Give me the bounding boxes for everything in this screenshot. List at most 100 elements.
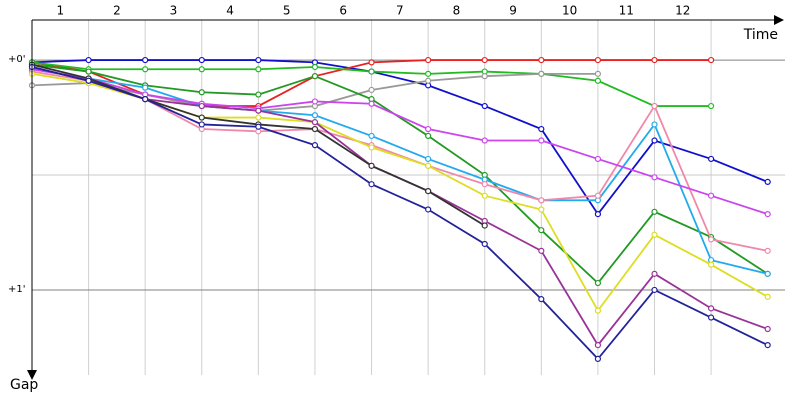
data-point xyxy=(481,192,488,199)
data-point xyxy=(651,121,658,128)
data-point xyxy=(368,181,375,188)
data-point xyxy=(538,137,545,144)
data-point xyxy=(764,178,771,186)
data-point xyxy=(651,137,658,144)
series-line xyxy=(31,63,769,285)
data-point xyxy=(594,355,602,363)
data-point xyxy=(311,112,319,119)
x-tick-label: 10 xyxy=(562,4,577,18)
x-tick-label: 3 xyxy=(170,4,178,18)
series-line xyxy=(31,59,769,216)
data-point xyxy=(651,102,658,110)
data-point xyxy=(594,279,602,287)
x-tick-label: 2 xyxy=(113,4,121,18)
data-point xyxy=(594,307,602,314)
data-point xyxy=(594,155,602,163)
data-point xyxy=(481,137,488,144)
x-tick-label: 9 xyxy=(509,4,517,18)
data-point xyxy=(425,56,432,64)
data-point xyxy=(707,261,715,268)
data-point xyxy=(707,314,715,321)
data-point xyxy=(481,222,488,229)
data-point xyxy=(481,56,488,64)
data-point xyxy=(481,240,488,248)
x-tick-label: 1 xyxy=(56,4,64,18)
data-point xyxy=(368,86,375,94)
x-tick-label: 6 xyxy=(339,4,347,18)
data-point xyxy=(651,270,658,277)
data-point xyxy=(311,63,319,71)
data-point xyxy=(425,162,432,169)
y-tick-label: +0' xyxy=(8,54,26,65)
data-point xyxy=(651,174,658,181)
data-point xyxy=(764,293,771,300)
data-point xyxy=(707,56,715,64)
data-point xyxy=(311,98,319,105)
data-point xyxy=(198,121,205,128)
data-point xyxy=(594,192,602,199)
data-point xyxy=(425,155,432,163)
data-point xyxy=(538,125,545,133)
data-point xyxy=(368,162,375,169)
data-point xyxy=(594,342,602,349)
x-tick-label: 5 xyxy=(283,4,291,18)
data-point xyxy=(425,77,432,84)
data-point xyxy=(255,107,262,114)
data-point xyxy=(481,181,488,188)
data-point xyxy=(311,125,319,133)
data-point xyxy=(594,210,602,218)
data-point xyxy=(255,114,262,121)
x-tick-label: 12 xyxy=(675,4,690,18)
data-point xyxy=(481,73,488,80)
data-point xyxy=(198,102,205,110)
x-tick-label: 4 xyxy=(226,4,234,18)
plot xyxy=(28,56,771,363)
data-point xyxy=(538,227,545,234)
y-tick-label: +1' xyxy=(8,284,26,295)
data-point xyxy=(85,77,92,84)
data-point xyxy=(311,142,319,149)
data-point xyxy=(538,247,545,254)
data-point xyxy=(707,155,715,163)
data-point xyxy=(594,56,602,64)
data-point xyxy=(764,247,771,254)
data-point xyxy=(538,206,545,213)
data-point xyxy=(142,66,149,73)
data-point xyxy=(425,132,432,140)
data-point xyxy=(142,56,149,64)
data-point xyxy=(707,192,715,199)
data-point xyxy=(198,66,205,73)
x-tick-label: 7 xyxy=(396,4,404,18)
data-point xyxy=(368,59,375,66)
data-point xyxy=(425,70,432,77)
series-line xyxy=(31,68,768,275)
data-point xyxy=(651,286,658,294)
data-point xyxy=(594,77,602,84)
x-tick-label: 11 xyxy=(619,4,634,18)
x-axis-label: Time xyxy=(743,27,778,43)
data-point xyxy=(425,206,432,213)
data-point xyxy=(368,132,375,140)
data-point xyxy=(85,56,92,64)
series-line xyxy=(31,68,768,215)
data-point xyxy=(368,68,375,75)
data-point xyxy=(481,102,488,110)
data-point xyxy=(651,208,658,215)
series-line xyxy=(31,66,769,361)
data-point xyxy=(142,84,149,91)
x-axis-arrow xyxy=(774,15,784,25)
data-point xyxy=(707,102,715,110)
y-axis-arrow xyxy=(27,370,37,380)
data-point xyxy=(538,296,545,303)
data-point xyxy=(707,305,715,312)
data-point xyxy=(425,188,432,195)
data-point xyxy=(255,91,262,98)
data-point xyxy=(368,100,375,107)
data-point xyxy=(311,73,319,80)
data-point xyxy=(538,56,545,64)
data-point xyxy=(651,231,658,238)
data-point xyxy=(142,96,149,103)
